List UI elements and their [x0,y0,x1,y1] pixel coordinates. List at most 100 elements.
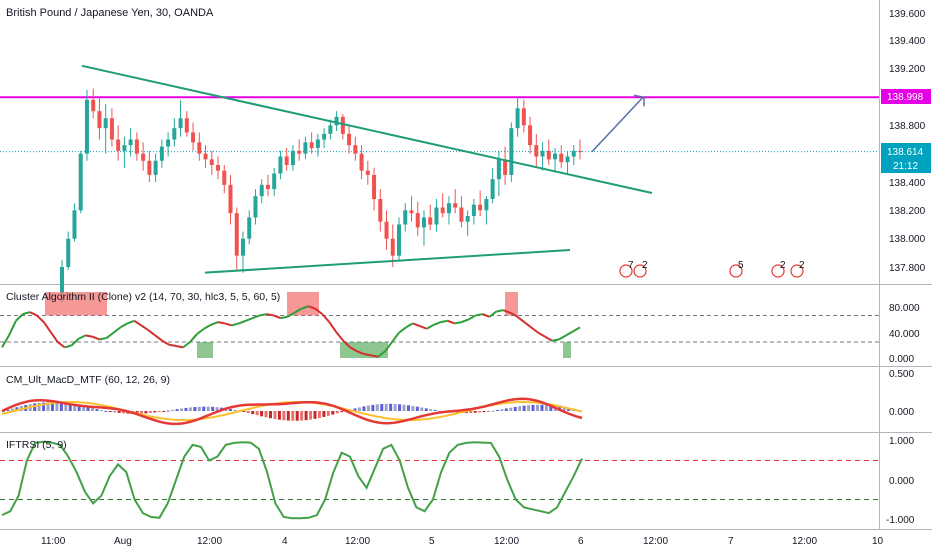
candle-body[interactable] [172,128,177,140]
candle-body[interactable] [178,118,183,129]
candle-body[interactable] [521,108,526,126]
candle-body[interactable] [197,142,202,154]
candle-body[interactable] [153,160,158,175]
macd-indicator-name[interactable]: CM_Ult_MacD_MTF (60, 12, 26, 9) [6,374,170,386]
candle-body[interactable] [278,156,283,174]
candle-body[interactable] [116,139,121,151]
candle-body[interactable] [534,145,539,157]
candle-body[interactable] [559,153,564,163]
iftrsi-indicator-name[interactable]: IFTRSI (5, 9) [6,439,67,451]
candle-body[interactable] [459,207,464,222]
candle-body[interactable] [284,156,289,166]
candle-body[interactable] [428,217,433,225]
candle-body[interactable] [496,159,501,180]
candle-body[interactable] [384,221,389,239]
candle-body[interactable] [184,118,189,133]
candle-body[interactable] [503,159,508,175]
upper-trendline[interactable] [81,64,653,194]
candle-body[interactable] [234,213,239,256]
iftrsi-line[interactable] [1,440,583,520]
iftrsi-pane[interactable] [0,440,879,520]
candle-body[interactable] [315,139,320,149]
candle-body[interactable] [515,108,520,129]
candle-body[interactable] [91,99,96,112]
candle-body[interactable] [247,217,252,239]
candle-body[interactable] [397,224,402,256]
economic-event-icon[interactable] [633,264,647,278]
candle-body[interactable] [78,153,83,211]
candle-body[interactable] [465,216,470,222]
candle-body[interactable] [84,99,89,154]
candle-body[interactable] [478,204,483,211]
candle-body[interactable] [309,142,314,148]
candle-body[interactable] [103,118,108,129]
candle-body[interactable] [334,116,339,126]
economic-event-icon[interactable] [729,264,743,278]
candle-body[interactable] [415,213,420,228]
candle-body[interactable] [421,217,426,228]
candle-body[interactable] [403,210,408,225]
candle-body[interactable] [228,184,233,214]
candle-body[interactable] [571,150,576,157]
candle-body[interactable] [440,207,445,214]
cluster-indicator-name[interactable]: Cluster Algorithm II (Clone) v2 (14, 70,… [6,291,280,303]
candle-body[interactable] [553,153,558,160]
candle-body[interactable] [322,133,327,140]
candle-body[interactable] [272,173,277,190]
candle-body[interactable] [540,150,545,157]
candle-body[interactable] [253,196,258,218]
candle-body[interactable] [209,159,214,165]
candle-body[interactable] [159,146,164,161]
candle-body[interactable] [546,150,551,160]
candle-body[interactable] [290,150,295,165]
candle-body[interactable] [166,139,171,147]
candle-body[interactable] [509,128,514,175]
candle-body[interactable] [446,203,451,214]
candle-body[interactable] [191,132,196,143]
candle-body[interactable] [97,111,102,129]
macd-pane[interactable] [1,397,583,426]
candle-body[interactable] [565,156,570,163]
candle-body[interactable] [340,116,345,134]
cluster-pane[interactable] [0,292,879,358]
projection-arrow[interactable] [591,96,644,153]
candle-body[interactable] [347,133,352,146]
candle-body[interactable] [128,139,133,146]
candle-body[interactable] [72,210,77,239]
candle-body[interactable] [134,139,139,154]
candle-body[interactable] [265,184,270,190]
candle-body[interactable] [390,238,395,256]
candle-body[interactable] [372,174,377,199]
candle-body[interactable] [259,184,264,197]
candle-body[interactable] [240,238,245,256]
candle-body[interactable] [434,207,439,225]
time-axis[interactable]: 11:00 Aug 12:00 4 12:00 5 12:00 6 12:00 … [41,536,884,547]
candle-body[interactable] [222,170,227,185]
candle-body[interactable] [147,160,152,175]
candle-body[interactable] [528,125,533,146]
candle-body[interactable] [122,145,127,151]
candle-body[interactable] [490,179,495,199]
candle-body[interactable] [484,199,489,211]
lower-trendline[interactable] [204,249,571,274]
economic-event-icon[interactable] [790,264,804,278]
candle-body[interactable] [471,204,476,216]
candle-body[interactable] [203,153,208,160]
candle-body[interactable] [353,145,358,154]
price-axis[interactable]: 139.600 139.400 139.200 138.800 138.400 … [889,9,926,274]
candle-body[interactable] [578,150,582,152]
candle-body[interactable] [303,142,308,154]
candle-body[interactable] [453,203,458,208]
candle-body[interactable] [141,153,146,161]
candle-body[interactable] [328,125,333,134]
candle-body[interactable] [409,210,414,214]
candle-body[interactable] [359,153,364,171]
candle-body[interactable] [66,238,71,267]
economic-event-icon[interactable] [619,264,633,278]
candle-body[interactable] [60,267,64,293]
candle-body[interactable] [378,199,383,222]
candle-body[interactable] [297,150,302,154]
candle-body[interactable] [109,118,114,140]
economic-event-icon[interactable] [771,264,785,278]
